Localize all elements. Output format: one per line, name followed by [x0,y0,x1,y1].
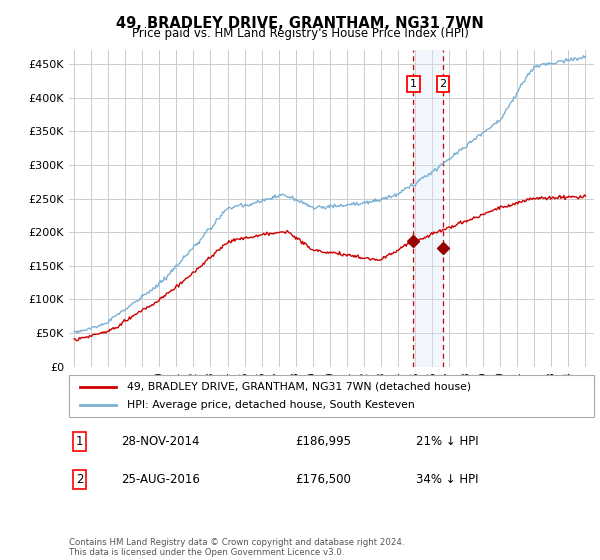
FancyBboxPatch shape [69,375,594,417]
Text: 25-AUG-2016: 25-AUG-2016 [121,473,200,486]
Text: 2: 2 [76,473,83,486]
Text: 49, BRADLEY DRIVE, GRANTHAM, NG31 7WN: 49, BRADLEY DRIVE, GRANTHAM, NG31 7WN [116,16,484,31]
Text: £186,995: £186,995 [295,435,351,449]
Text: 2: 2 [440,79,447,89]
Bar [413,50,443,367]
Text: 21% ↓ HPI: 21% ↓ HPI [415,435,478,449]
Text: 34% ↓ HPI: 34% ↓ HPI [415,473,478,486]
Text: 49, BRADLEY DRIVE, GRANTHAM, NG31 7WN (detached house): 49, BRADLEY DRIVE, GRANTHAM, NG31 7WN (d… [127,382,471,392]
Text: Price paid vs. HM Land Registry's House Price Index (HPI): Price paid vs. HM Land Registry's House … [131,27,469,40]
Text: HPI: Average price, detached house, South Kesteven: HPI: Average price, detached house, Sout… [127,400,415,410]
Text: 28-NOV-2014: 28-NOV-2014 [121,435,200,449]
Text: £176,500: £176,500 [295,473,350,486]
Text: 1: 1 [76,435,83,449]
Text: Contains HM Land Registry data © Crown copyright and database right 2024.
This d: Contains HM Land Registry data © Crown c… [69,538,404,557]
Text: 1: 1 [410,79,417,89]
